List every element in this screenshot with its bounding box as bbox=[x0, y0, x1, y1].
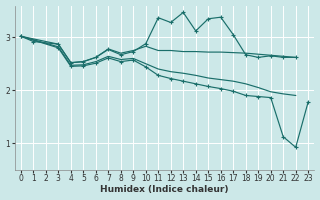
X-axis label: Humidex (Indice chaleur): Humidex (Indice chaleur) bbox=[100, 185, 229, 194]
